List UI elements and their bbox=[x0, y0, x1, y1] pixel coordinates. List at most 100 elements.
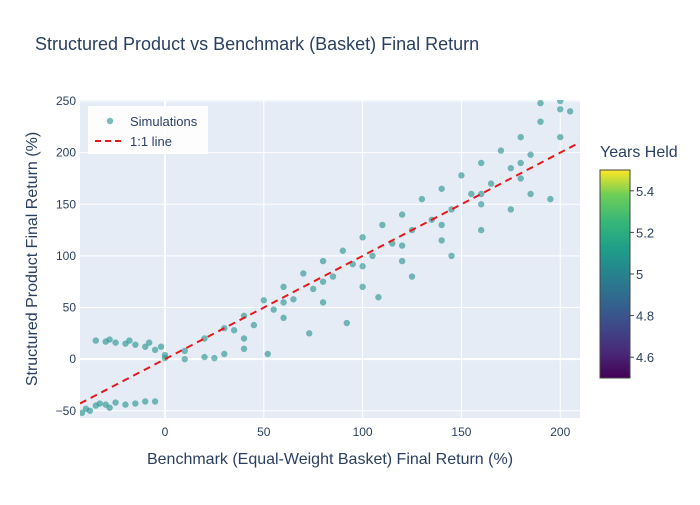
colorbar-tick-label: 5 bbox=[636, 267, 643, 282]
scatter-point bbox=[497, 147, 505, 154]
scatter-point bbox=[343, 319, 350, 327]
scatter-point bbox=[547, 195, 554, 203]
scatter-point bbox=[280, 299, 287, 306]
scatter-point bbox=[537, 100, 544, 107]
scatter-point bbox=[96, 400, 103, 407]
scatter-point bbox=[458, 172, 465, 179]
scatter-point bbox=[280, 314, 287, 322]
scatter-point bbox=[375, 294, 382, 301]
scatter-point bbox=[527, 151, 534, 158]
scatter-point bbox=[86, 407, 94, 414]
reference-line bbox=[80, 141, 580, 405]
legend-box bbox=[88, 106, 208, 154]
chart-title: Structured Product vs Benchmark (Basket)… bbox=[35, 34, 479, 54]
scatter-point bbox=[211, 354, 218, 362]
y-tick-label: 50 bbox=[63, 301, 77, 315]
scatter-point bbox=[310, 285, 317, 293]
scatter-point bbox=[398, 211, 406, 218]
scatter-point bbox=[527, 190, 534, 198]
scatter-point bbox=[270, 306, 277, 313]
scatter-point bbox=[142, 398, 149, 405]
scatter-point bbox=[557, 133, 564, 141]
scatter-point bbox=[221, 350, 228, 358]
scatter-point bbox=[339, 247, 347, 254]
scatter-point bbox=[132, 341, 139, 348]
scatter-point bbox=[566, 108, 574, 115]
y-tick-label: −50 bbox=[56, 404, 77, 418]
scatter-point bbox=[369, 252, 376, 260]
colorbar-ticks: 4.6 4.8 5 5.2 5.4 bbox=[630, 184, 654, 365]
colorbar-tick-label: 4.8 bbox=[636, 309, 654, 324]
scatter-point bbox=[438, 185, 445, 192]
scatter-point bbox=[151, 346, 159, 354]
scatter-point bbox=[201, 353, 208, 361]
x-axis-label: Benchmark (Equal-Weight Basket) Final Re… bbox=[147, 451, 513, 468]
scatter-point bbox=[438, 237, 445, 244]
scatter-point bbox=[230, 327, 238, 334]
scatter-point bbox=[487, 180, 495, 187]
scatter-point bbox=[240, 345, 248, 353]
scatter-point bbox=[132, 400, 139, 407]
scatter-point bbox=[157, 343, 165, 350]
scatter-point bbox=[537, 118, 544, 125]
scatter-point bbox=[359, 283, 366, 291]
x-tick-label: 50 bbox=[257, 425, 271, 439]
scatter-point bbox=[408, 273, 416, 280]
scatter-point bbox=[359, 263, 366, 270]
scatter-point bbox=[122, 401, 129, 408]
y-tick-label: 200 bbox=[56, 146, 76, 160]
scatter-point bbox=[126, 337, 133, 344]
legend-label-line: 1:1 line bbox=[130, 134, 172, 149]
x-tick-label: 0 bbox=[162, 425, 169, 439]
scatter-point bbox=[468, 190, 475, 198]
scatter-point bbox=[319, 278, 327, 285]
y-tick-label: 0 bbox=[69, 352, 76, 366]
scatter-point bbox=[264, 350, 271, 358]
x-tick-label: 150 bbox=[451, 425, 471, 439]
scatter-point bbox=[106, 404, 113, 411]
scatter-point bbox=[319, 257, 327, 265]
reference-line-group bbox=[80, 141, 580, 405]
colorbar-tick-label: 5.2 bbox=[636, 225, 654, 240]
y-tick-label: 150 bbox=[56, 197, 76, 211]
x-tick-label: 200 bbox=[550, 425, 570, 439]
scatter-point bbox=[517, 133, 524, 141]
scatter-point bbox=[477, 226, 485, 234]
x-axis-ticks: 0 50 100 150 200 bbox=[162, 425, 571, 439]
scatter-point bbox=[438, 221, 445, 229]
legend[interactable]: Simulations 1:1 line bbox=[88, 106, 208, 154]
colorbar-tick-label: 4.6 bbox=[636, 350, 654, 365]
scatter-point bbox=[418, 195, 426, 203]
colorbar bbox=[599, 169, 631, 379]
legend-label-simulations: Simulations bbox=[130, 114, 198, 129]
scatter-point bbox=[300, 270, 307, 277]
scatter-point bbox=[477, 201, 485, 208]
y-tick-label: 100 bbox=[56, 249, 76, 263]
colorbar-title: Years Held bbox=[600, 144, 678, 161]
y-axis-ticks: −50 0 50 100 150 200 250 bbox=[56, 94, 77, 418]
legend-marker-simulations bbox=[106, 117, 114, 125]
scatter-point bbox=[306, 330, 313, 337]
scatter-point bbox=[398, 257, 406, 265]
scatter-point bbox=[260, 297, 267, 304]
scatter-point bbox=[106, 336, 113, 343]
scatter-point bbox=[379, 221, 386, 229]
scatter-point bbox=[145, 339, 153, 346]
scatter-point bbox=[507, 164, 515, 172]
scatter-point bbox=[329, 273, 337, 280]
scatter-point bbox=[557, 100, 564, 105]
scatter-point bbox=[80, 409, 86, 417]
scatter-point bbox=[507, 206, 515, 213]
scatter-point bbox=[319, 299, 327, 306]
y-tick-label: 250 bbox=[56, 94, 76, 108]
scatter-point bbox=[557, 106, 564, 113]
y-axis-label: Structured Product Final Return (%) bbox=[24, 132, 41, 386]
scatter-point bbox=[477, 159, 485, 167]
scatter-point bbox=[359, 234, 366, 241]
scatter-point bbox=[181, 355, 188, 363]
scatter-point bbox=[448, 252, 455, 260]
scatter-point bbox=[240, 335, 248, 342]
scatter-point bbox=[151, 398, 159, 405]
